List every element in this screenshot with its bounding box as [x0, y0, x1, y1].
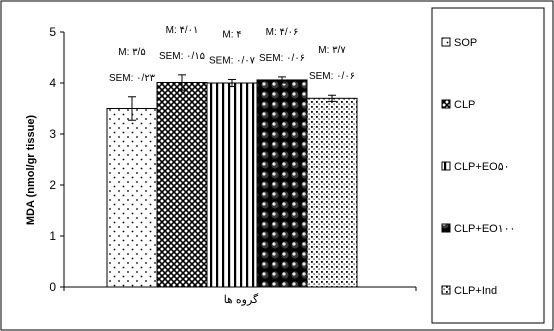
y-tick-label: 1 [49, 229, 56, 243]
bar-sop [106, 108, 158, 288]
legend-swatch [441, 37, 451, 47]
legend-swatch [441, 99, 451, 109]
x-axis-label: گروه ها [224, 293, 259, 306]
legend-swatch [441, 285, 451, 295]
plot-area: 0 1 2 3 4 5 M: ۳/۵ SEM: ۰/۲۳ M: ۴/۰۱ SEM: ۰/۱۵ M: … [49, 25, 417, 294]
mean-annotation: M: ۳/۵ [118, 47, 145, 58]
legend-label: CLP+Ind [454, 285, 497, 297]
legend-label: CLP+EO۱۰۰ [454, 223, 515, 235]
legend-swatch [441, 161, 451, 171]
bar-clp-ind [306, 97, 358, 288]
mean-annotation: M: ۴/۰۱ [166, 25, 199, 36]
y-tick-label: 2 [49, 178, 56, 192]
y-tick-label: 4 [49, 76, 56, 90]
mean-annotation: M: ۳/۷ [318, 45, 346, 56]
bar-clp [156, 81, 208, 288]
legend: SOP CLP CLP+EO۵۰ CLP+EO۱۰۰ CLP+Ind [441, 37, 515, 297]
bar-clp-eo- [206, 82, 258, 288]
y-tick-label: 5 [49, 25, 56, 39]
sem-annotation: SEM: ۰/۱۵ [159, 51, 205, 62]
legend-swatch [441, 223, 451, 233]
y-tick-label: 3 [49, 127, 56, 141]
sem-annotation: SEM: ۰/۰۷ [209, 55, 256, 66]
legend-label: CLP [454, 99, 475, 111]
sem-annotation: SEM: ۰/۲۳ [109, 73, 156, 84]
bar-clp-eo- [256, 79, 308, 288]
legend-box [431, 7, 545, 324]
legend-label: SOP [454, 37, 477, 49]
mean-annotation: M: ۴/۰۶ [266, 27, 299, 38]
mean-annotation: M: ۴ [222, 29, 241, 40]
y-tick-label: 0 [49, 280, 56, 294]
sem-annotation: SEM: ۰/۰۶ [259, 53, 305, 64]
sem-annotation: SEM: ۰/۰۶ [309, 71, 355, 82]
legend-label: CLP+EO۵۰ [454, 161, 510, 173]
y-axis-label: MDA (nmol/gr tissue) [25, 115, 37, 226]
